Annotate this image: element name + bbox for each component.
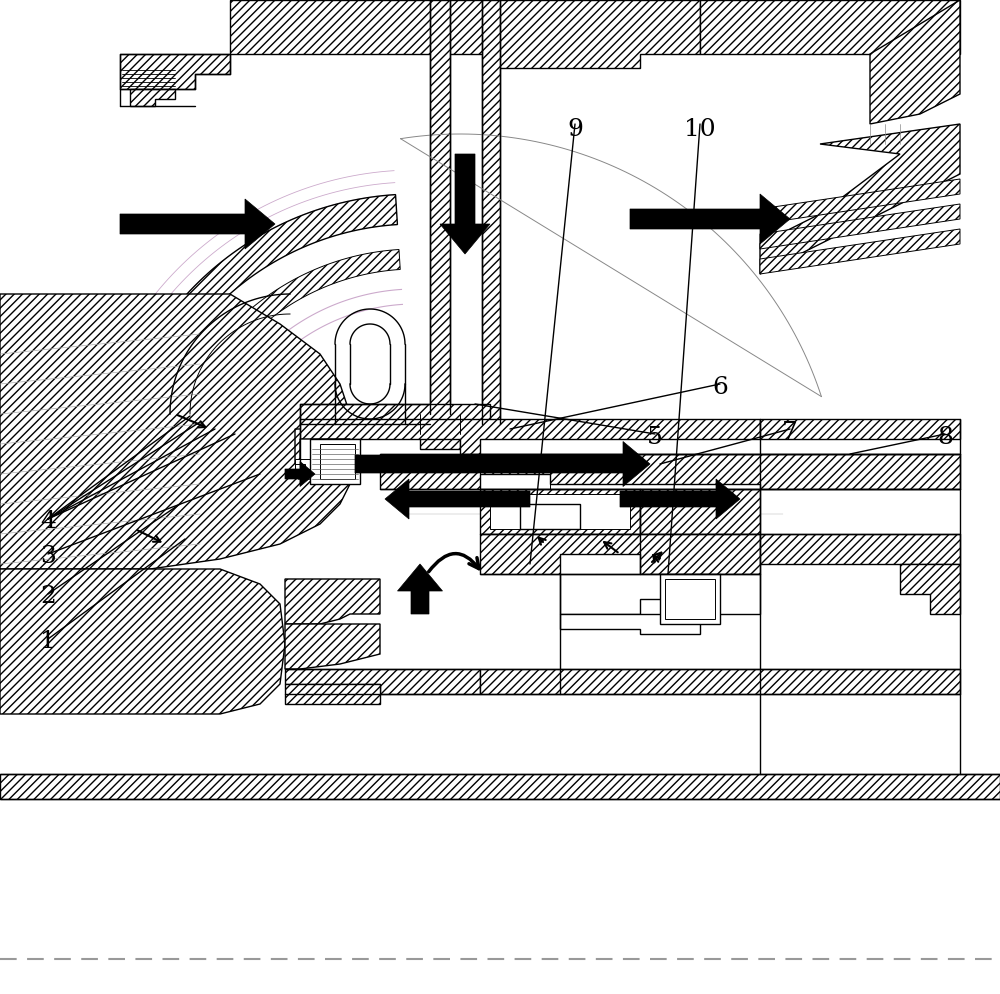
Polygon shape <box>305 472 310 479</box>
Polygon shape <box>188 249 400 398</box>
Polygon shape <box>230 0 700 68</box>
Text: 4: 4 <box>40 510 56 534</box>
Polygon shape <box>0 294 350 569</box>
Polygon shape <box>630 194 790 244</box>
Polygon shape <box>640 489 760 534</box>
Text: 2: 2 <box>40 584 56 608</box>
Polygon shape <box>480 489 640 534</box>
Text: 1: 1 <box>40 629 56 653</box>
Polygon shape <box>700 0 960 54</box>
Polygon shape <box>295 464 305 469</box>
Polygon shape <box>298 472 303 479</box>
Polygon shape <box>480 669 960 694</box>
Polygon shape <box>665 579 715 619</box>
Text: 8: 8 <box>937 425 953 449</box>
Polygon shape <box>285 669 480 694</box>
Polygon shape <box>285 624 380 669</box>
Polygon shape <box>398 564 443 614</box>
Polygon shape <box>385 479 530 519</box>
Polygon shape <box>320 444 355 479</box>
Polygon shape <box>300 404 490 449</box>
Text: 6: 6 <box>712 376 728 400</box>
Polygon shape <box>900 564 960 614</box>
Polygon shape <box>300 439 350 474</box>
Polygon shape <box>312 472 317 479</box>
Polygon shape <box>620 479 740 519</box>
Text: 7: 7 <box>782 420 798 444</box>
Text: 5: 5 <box>647 425 663 449</box>
Polygon shape <box>760 419 960 439</box>
Polygon shape <box>285 461 315 486</box>
Polygon shape <box>120 54 230 89</box>
Polygon shape <box>285 579 380 624</box>
Polygon shape <box>760 229 960 274</box>
Polygon shape <box>482 0 500 424</box>
Polygon shape <box>430 0 450 414</box>
Polygon shape <box>870 0 960 124</box>
Polygon shape <box>660 574 720 624</box>
Polygon shape <box>300 419 760 454</box>
Polygon shape <box>130 89 175 106</box>
Text: 9: 9 <box>567 117 583 141</box>
Polygon shape <box>0 569 285 714</box>
Polygon shape <box>120 199 275 249</box>
Polygon shape <box>355 441 650 486</box>
Polygon shape <box>760 179 960 224</box>
Text: 3: 3 <box>40 545 56 569</box>
Polygon shape <box>560 574 760 614</box>
Text: 10: 10 <box>684 117 716 141</box>
Polygon shape <box>440 154 490 254</box>
Polygon shape <box>295 429 330 464</box>
Polygon shape <box>285 684 380 704</box>
Polygon shape <box>520 504 580 529</box>
Polygon shape <box>490 494 630 529</box>
Polygon shape <box>380 454 960 489</box>
Polygon shape <box>760 124 960 274</box>
Polygon shape <box>120 195 397 417</box>
Polygon shape <box>0 774 1000 799</box>
Polygon shape <box>760 204 960 249</box>
Polygon shape <box>295 459 320 469</box>
Polygon shape <box>319 472 324 479</box>
Polygon shape <box>760 534 960 564</box>
Polygon shape <box>310 439 360 484</box>
Polygon shape <box>560 614 700 634</box>
Polygon shape <box>480 534 760 574</box>
